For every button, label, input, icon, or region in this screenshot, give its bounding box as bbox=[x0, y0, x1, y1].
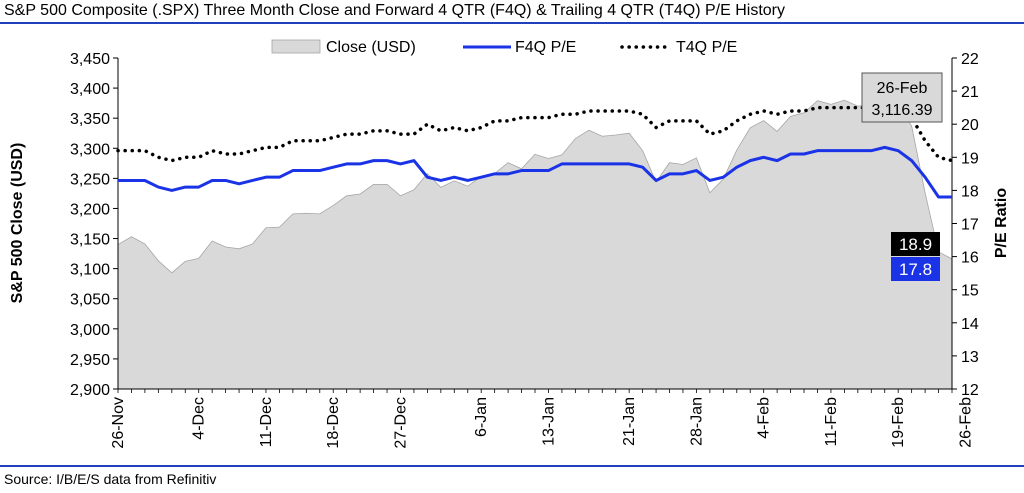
y-tick-label-left: 3,350 bbox=[70, 111, 110, 128]
close-area bbox=[117, 96, 953, 390]
x-tick-label: 26-Nov bbox=[110, 397, 127, 449]
y-tick-label-right: 17 bbox=[961, 217, 979, 234]
top-rule bbox=[0, 22, 1024, 24]
y-tick-label-left: 3,200 bbox=[70, 201, 110, 218]
legend-swatch-close bbox=[271, 39, 321, 54]
f4q-last-badge bbox=[891, 257, 940, 281]
y-tick-label-left: 3,400 bbox=[70, 81, 110, 98]
y-tick-label-right: 15 bbox=[961, 283, 979, 300]
y-tick-label-left: 3,100 bbox=[70, 262, 110, 279]
y-tick-label-right: 21 bbox=[961, 84, 979, 101]
x-tick-label: 11-Feb bbox=[823, 397, 840, 447]
area-layer bbox=[117, 96, 953, 390]
axis-layer: 2,900 2,950 3,000 3,050 3,100 3,150 3,200 3,250… bbox=[9, 51, 1010, 449]
f4q-last-value: 17.8 bbox=[899, 260, 932, 279]
y-tick-label-left: 3,150 bbox=[70, 232, 110, 249]
x-tick-label: 19-Feb bbox=[890, 397, 907, 448]
y-axis-title-left: S&P 500 Close (USD) bbox=[9, 143, 26, 304]
legend-label-f4q: F4Q P/E bbox=[515, 39, 576, 56]
f4q-line bbox=[118, 145, 952, 199]
y-tick-label-right: 18 bbox=[961, 183, 979, 200]
y-tick-label-right: 13 bbox=[961, 349, 979, 366]
y-tick-label-left: 3,000 bbox=[70, 322, 110, 339]
x-tick-label: 4-Feb bbox=[756, 397, 773, 439]
chart-title: S&P 500 Composite (.SPX) Three Month Clo… bbox=[4, 2, 785, 19]
x-tick-label: 4-Dec bbox=[191, 397, 208, 440]
legend-label-t4q: T4Q P/E bbox=[676, 39, 737, 56]
y-tick-label-right: 14 bbox=[961, 316, 979, 333]
x-tick-label: 26-Feb bbox=[957, 397, 974, 448]
source-note: Source: I/B/E/S data from Refinitiv bbox=[4, 471, 217, 487]
y-tick-label-right: 19 bbox=[961, 150, 979, 167]
t4q-last-value: 18.9 bbox=[899, 235, 932, 254]
y-tick-label-right: 20 bbox=[961, 117, 979, 134]
callout-date: 26-Feb bbox=[877, 80, 928, 97]
y-tick-label-left: 2,950 bbox=[70, 352, 110, 369]
t4q-line bbox=[116, 102, 954, 163]
y-tick-label-left: 3,050 bbox=[70, 292, 110, 309]
callout-box bbox=[861, 72, 943, 123]
t4q-last-badge bbox=[891, 232, 940, 256]
label-layer: Close (USD) F4Q P/E T4Q P/E 26-Feb 3,116.39 1… bbox=[271, 39, 943, 281]
callout-value: 3,116.39 bbox=[871, 102, 932, 119]
x-tick-label: 28-Jan bbox=[688, 397, 705, 446]
x-tick-label: 21-Jan bbox=[621, 397, 638, 446]
y-tick-label-left: 2,900 bbox=[70, 382, 110, 399]
x-tick-label: 27-Dec bbox=[392, 397, 409, 449]
y-axis-title-right: P/E Ratio bbox=[993, 188, 1010, 258]
x-tick-label: 6-Jan bbox=[473, 397, 490, 437]
x-tick-label: 18-Dec bbox=[325, 397, 342, 449]
y-tick-label-right: 16 bbox=[961, 250, 979, 267]
bottom-rule bbox=[0, 465, 1024, 467]
y-tick-label-left: 3,300 bbox=[70, 141, 110, 158]
y-tick-label-right: 22 bbox=[961, 51, 979, 68]
x-tick-label: 13-Jan bbox=[540, 397, 557, 446]
y-tick-label-left: 3,250 bbox=[70, 171, 110, 188]
x-tick-label: 11-Dec bbox=[258, 397, 275, 447]
line-layer bbox=[116, 102, 954, 199]
y-tick-label-left: 3,450 bbox=[70, 51, 110, 68]
legend-label-close: Close (USD) bbox=[326, 39, 416, 56]
y-tick-label-right: 12 bbox=[961, 382, 979, 399]
